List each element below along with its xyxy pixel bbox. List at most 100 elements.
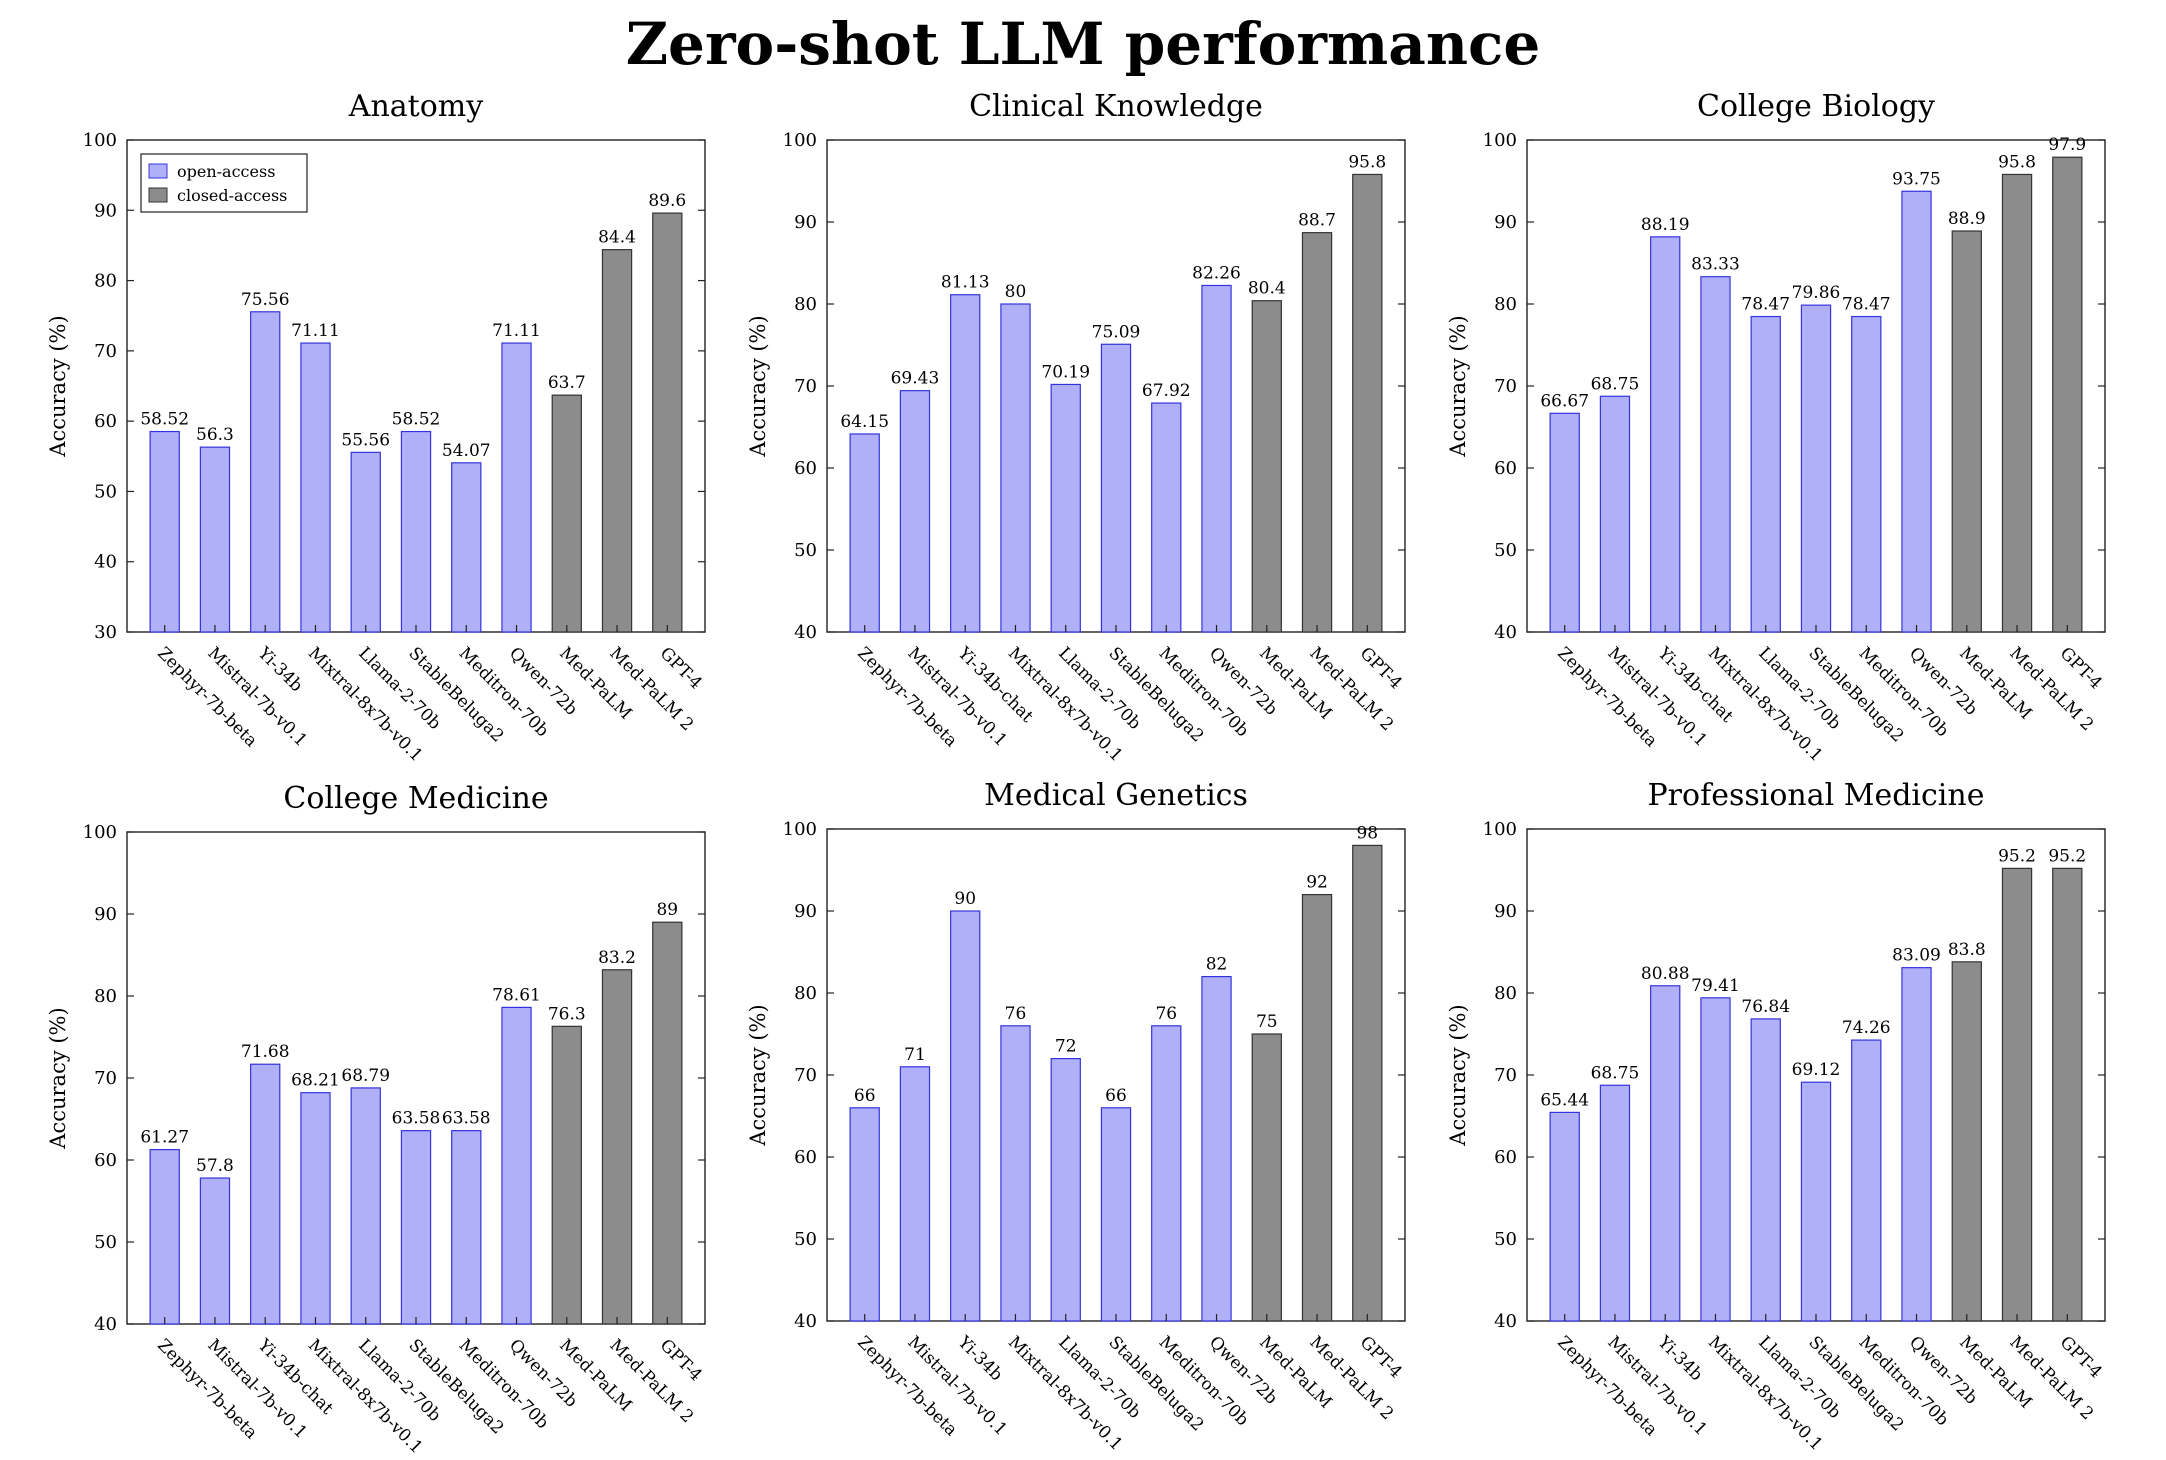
data-label: 58.52 <box>140 410 189 430</box>
y-tick-label: 60 <box>794 1147 817 1168</box>
bar <box>300 1092 331 1325</box>
legend-label: closed-access <box>177 186 287 205</box>
bar <box>1851 315 1882 633</box>
y-tick-label: 60 <box>794 458 817 479</box>
bar <box>849 1107 880 1322</box>
y-tick-label: 80 <box>94 986 117 1007</box>
bar <box>1151 402 1182 633</box>
bar <box>1901 967 1932 1322</box>
y-tick-label: 30 <box>94 622 117 643</box>
y-tick-label: 40 <box>794 622 817 643</box>
chart-panel: Professional Medicine 40 50 60 70 80 90 100 Accu… <box>1446 778 2106 1455</box>
legend-swatch-closed <box>148 187 168 203</box>
y-tick-label: 90 <box>1494 901 1517 922</box>
y-tick-label: 60 <box>94 1150 117 1171</box>
x-tick-label: Meditron-70b <box>455 1335 553 1433</box>
data-label: 63.58 <box>392 1109 441 1129</box>
data-label: 55.56 <box>341 430 390 450</box>
bar <box>149 1148 180 1325</box>
y-tick-label: 90 <box>794 901 817 922</box>
data-label: 69.43 <box>891 369 940 389</box>
data-label: 65.44 <box>1540 1090 1589 1110</box>
bar <box>1599 1084 1631 1322</box>
y-tick-label: 90 <box>794 212 817 233</box>
bar <box>2052 867 2083 1322</box>
y-tick-label: 90 <box>94 200 117 221</box>
bar <box>1000 1025 1031 1322</box>
y-tick-label: 70 <box>794 1065 817 1086</box>
data-label: 54.07 <box>442 441 491 461</box>
bar <box>1951 961 1982 1322</box>
data-label: 95.8 <box>1348 152 1386 172</box>
bar <box>652 212 683 633</box>
data-label: 88.9 <box>1948 209 1986 229</box>
data-label: 97.9 <box>2048 135 2086 155</box>
bar <box>350 451 381 633</box>
data-label: 75.09 <box>1092 322 1141 342</box>
data-label: 82 <box>1206 955 1228 975</box>
data-label: 80.88 <box>1641 964 1690 984</box>
chart-panel: Medical Genetics 40 50 60 70 80 90 100 Accuracy … <box>746 778 1406 1455</box>
bar <box>1549 412 1580 633</box>
bar <box>899 1066 931 1322</box>
bar <box>899 390 931 633</box>
data-label: 71.68 <box>241 1042 290 1062</box>
y-tick-label: 40 <box>1494 622 1517 643</box>
bar <box>501 1006 532 1325</box>
data-label: 78.61 <box>492 985 541 1005</box>
x-tick-label: Meditron-70b <box>1855 1332 1953 1430</box>
bar <box>1650 985 1681 1322</box>
data-label: 71.11 <box>492 321 541 341</box>
y-tick-label: 60 <box>94 411 117 432</box>
data-label: 78.47 <box>1842 295 1891 315</box>
data-label: 83.09 <box>1892 946 1941 966</box>
bar <box>1851 1039 1882 1322</box>
data-label: 83.33 <box>1691 255 1740 275</box>
data-label: 67.92 <box>1142 381 1191 401</box>
data-label: 83.2 <box>598 948 636 968</box>
data-label: 95.2 <box>2048 846 2086 866</box>
bar <box>451 1130 482 1325</box>
y-axis-label: Accuracy (%) <box>46 1007 70 1149</box>
bar <box>2001 173 2033 633</box>
chart-panel: College Biology 40 50 60 70 80 90 100 Accuracy (… <box>1446 89 2106 766</box>
data-label: 58.52 <box>392 410 441 430</box>
bar <box>1251 1033 1282 1322</box>
data-label: 69.12 <box>1792 1060 1841 1080</box>
y-tick-label: 70 <box>94 341 117 362</box>
data-label: 76 <box>1155 1004 1177 1024</box>
legend-swatch-open <box>148 163 168 179</box>
bar <box>2001 867 2033 1322</box>
data-label: 76 <box>1005 1004 1027 1024</box>
data-label: 95.2 <box>1998 846 2036 866</box>
data-label: 89.6 <box>648 191 686 211</box>
x-tick-label: Meditron-70b <box>1155 643 1253 741</box>
bar <box>1352 173 1383 633</box>
x-tick-label: Meditron-70b <box>1155 1332 1253 1430</box>
data-label: 70.19 <box>1041 362 1090 382</box>
figure-title: Zero-shot LLM performance <box>625 10 1541 78</box>
y-tick-label: 70 <box>1494 376 1517 397</box>
legend-box <box>140 153 308 213</box>
data-label: 68.75 <box>1591 1063 1640 1083</box>
bar <box>1599 395 1631 633</box>
data-label: 61.27 <box>140 1128 189 1148</box>
bar <box>601 969 633 1325</box>
data-label: 98 <box>1356 823 1378 843</box>
bar <box>1800 304 1832 633</box>
data-label: 80 <box>1005 282 1027 302</box>
y-tick-label: 60 <box>1494 1147 1517 1168</box>
data-label: 66 <box>1105 1086 1127 1106</box>
x-tick-label: Meditron-70b <box>1855 643 1953 741</box>
bar <box>1251 300 1282 633</box>
bar <box>551 1025 582 1325</box>
y-tick-label: 50 <box>94 481 117 502</box>
y-tick-label: 100 <box>783 819 817 840</box>
y-tick-label: 80 <box>794 294 817 315</box>
bar <box>149 430 180 633</box>
data-label: 81.13 <box>941 273 990 293</box>
y-tick-label: 100 <box>1483 130 1517 151</box>
chart-title: College Medicine <box>283 781 548 816</box>
y-tick-label: 50 <box>794 1229 817 1250</box>
